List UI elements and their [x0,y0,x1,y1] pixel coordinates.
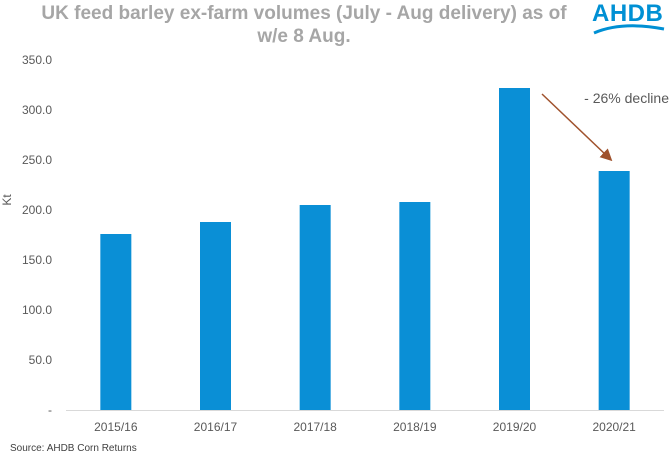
y-tick-label: 150.0 [22,253,52,267]
y-tick-label: 250.0 [22,153,52,167]
y-axis-label: Kt [0,194,14,206]
bar-2020-21 [598,171,630,410]
bar-2017-18 [299,205,331,410]
x-tick-label: 2019/20 [493,420,537,434]
chart-title-line-1: UK feed barley ex-farm volumes (July - A… [41,3,567,24]
y-tick-label: 50.0 [29,353,53,367]
y-tick-label: - [48,403,52,417]
x-axis: 2015/16 2016/17 2017/18 2018/19 2019/20 2020/… [66,410,664,434]
x-tick-label: 2015/16 [94,420,138,434]
decline-arrow [541,93,613,162]
chart-title-line-2: w/e 8 Aug. [257,26,351,47]
logo-text: AHDB [592,0,664,27]
y-tick-label: 200.0 [22,203,52,217]
bar-2015-16 [100,234,132,410]
bar-chart: - 50.0 100.0 150.0 200.0 250.0 300.0 350.0 2015… [0,53,669,434]
y-tick-label: 300.0 [22,103,52,117]
x-tick-label: 2017/18 [293,420,337,434]
source-note: Source: AHDB Corn Returns [10,443,137,454]
x-tick-label: 2020/21 [592,420,636,434]
y-tick-label: 350.0 [22,53,52,67]
bar-2016-17 [200,222,231,410]
bars [100,88,630,410]
y-tick-label: 100.0 [22,303,52,317]
bar-2018-19 [399,202,431,410]
logo-swoosh-icon [593,24,665,35]
x-tick-label: 2018/19 [393,420,437,434]
bar-2019-20 [499,88,530,410]
ahdb-logo: AHDB [592,0,666,40]
chart-title: UK feed barley ex-farm volumes (July - A… [20,2,588,48]
decline-annotation: - 26% decline [584,90,669,106]
x-tick-label: 2016/17 [194,420,238,434]
y-axis: - 50.0 100.0 150.0 200.0 250.0 300.0 350.0 [22,53,52,417]
